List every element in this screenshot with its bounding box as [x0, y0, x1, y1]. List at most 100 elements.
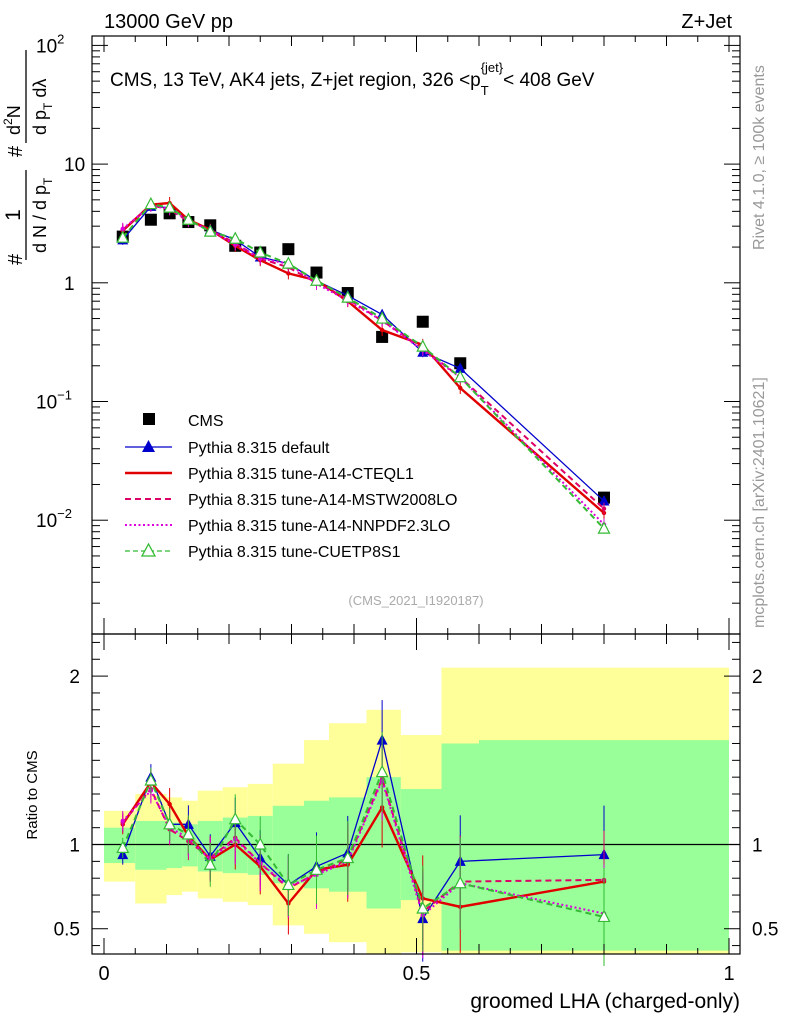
uncertainty-band-inner [366, 777, 401, 909]
ratio-y-tick-label: 2 [69, 667, 80, 688]
ylabel-num-den-sub: T [41, 102, 55, 110]
series-line [121, 203, 605, 530]
ratio-x-tick-label: 0 [98, 963, 109, 985]
ratio-point [167, 801, 172, 807]
ylabel-hash-1: # [5, 253, 27, 265]
ratio-point [203, 857, 217, 870]
ratio-point [144, 773, 158, 786]
header-right: Z+Jet [681, 11, 732, 33]
analysis-id: (CMS_2021_I1920187) [348, 593, 483, 608]
data-point [597, 521, 611, 534]
main-ylabel: # 1 d N / d pT # d2N d pT dλ [1, 50, 55, 265]
data-point [144, 213, 157, 226]
data-point [120, 226, 125, 232]
ratio-bands [104, 667, 729, 954]
data-point [116, 230, 130, 243]
ylabel-den: d N / d pT [30, 177, 55, 253]
ratio-frame [91, 633, 741, 955]
ratio-point [281, 877, 295, 891]
data-point [341, 290, 355, 303]
data-point [375, 311, 389, 324]
ylabel-num: d2N [1, 105, 24, 135]
data-point [598, 495, 610, 506]
ylabel-hash-2: # [5, 145, 27, 157]
ratio-y-tick-label: 0.5 [54, 920, 80, 941]
y-tick-base: 1 [64, 274, 75, 295]
ratio-point [181, 827, 195, 840]
data-point [376, 330, 389, 343]
ratio-point [310, 862, 323, 875]
title-main: CMS, 13 TeV, AK4 jets, Z+jet region, 326… [110, 70, 481, 91]
ratio-y-tick-label-right: 0.5 [752, 920, 778, 941]
legend-cuetp8s1-marker [140, 542, 157, 557]
ylabel-num-sup: 2 [1, 118, 15, 125]
mcplots-label: mcplots.cern.ch [arXiv:2401.10621] [751, 377, 768, 628]
y-tick-exponent: −2 [57, 506, 72, 521]
series-pythia-8-315-tune-cuetp8s1 [116, 196, 611, 534]
data-point [310, 273, 323, 286]
ylabel-num-den-tail: dλ [30, 79, 50, 103]
y-tick-base: 10 [36, 36, 57, 57]
legend-default-label: Pythia 8.315 default [188, 440, 330, 457]
main-series-layer [116, 196, 611, 534]
y-tick-base: 10 [36, 511, 57, 532]
ratio-x-tick-label: 1 [723, 963, 734, 985]
ratio-point [228, 811, 242, 825]
ratio-point [453, 875, 467, 889]
y-tick-label: 10−2 [36, 506, 72, 532]
uncertainty-band-inner [135, 820, 167, 870]
y-tick-exponent: 2 [57, 31, 64, 46]
data-point [253, 245, 267, 258]
data-point [416, 339, 430, 352]
ratio-point [253, 837, 267, 850]
uncertainty-band-inner [166, 822, 183, 869]
data-point [310, 266, 323, 279]
y-tick-label: 10 [64, 155, 85, 176]
title-sup: {jet} [481, 60, 504, 75]
rivet-label: Rivet 4.1.0, ≥ 100k events [751, 65, 768, 250]
data-point [379, 327, 385, 333]
header-left: 13000 GeV pp [104, 11, 233, 33]
ratio-y-tick-label-right: 2 [752, 667, 763, 688]
title-sub: T [481, 83, 489, 98]
ratio-ylabel: Ratio to CMS [24, 750, 41, 839]
legend-default-marker [142, 440, 155, 452]
data-point [281, 256, 295, 269]
y-tick-exponent: −1 [57, 388, 72, 403]
ratio-point [120, 818, 125, 824]
legend-cuetp8s1-label: Pythia 8.315 tune-CUETP8S1 [188, 544, 401, 561]
y-tick-base: 10 [36, 393, 57, 414]
title-tail: < 408 GeV [503, 70, 595, 91]
ylabel-num-den: d pT dλ [30, 79, 55, 135]
series-line [122, 204, 605, 510]
y-tick-base: 10 [64, 155, 85, 176]
ratio-y-tick-label-right: 1 [752, 836, 763, 857]
data-point [458, 385, 463, 391]
series-pythia-8-315-default [117, 200, 610, 507]
ratio-point [375, 764, 389, 778]
legend-ctecl1-label: Pythia 8.315 tune-A14-CTEQL1 [188, 466, 414, 483]
data-point [203, 224, 217, 237]
data-point [228, 231, 242, 244]
y-tick-label: 1 [64, 274, 75, 295]
ylabel-num-pre: d [4, 125, 24, 135]
ratio-series-layer [116, 700, 611, 966]
ratio-x-tick-label: 0.5 [403, 963, 431, 985]
ratio-point [341, 850, 355, 864]
main-title: CMS, 13 TeV, AK4 jets, Z+jet region, 326… [110, 60, 595, 98]
ylabel-den-sub: T [41, 177, 55, 185]
series-cms [116, 207, 610, 504]
legend: CMS Pythia 8.315 default Pythia 8.315 tu… [125, 413, 457, 561]
data-point [282, 243, 295, 256]
legend-cms-marker [143, 413, 155, 425]
data-point [286, 271, 291, 276]
ratio-point [416, 901, 430, 914]
y-tick-label: 102 [36, 31, 64, 57]
legend-nnpdf-label: Pythia 8.315 tune-A14-NNPDF2.3LO [188, 518, 450, 535]
ylabel-one: 1 [2, 209, 25, 221]
data-point [163, 200, 177, 213]
legend-mstw-label: Pythia 8.315 tune-A14-MSTW2008LO [188, 492, 457, 509]
